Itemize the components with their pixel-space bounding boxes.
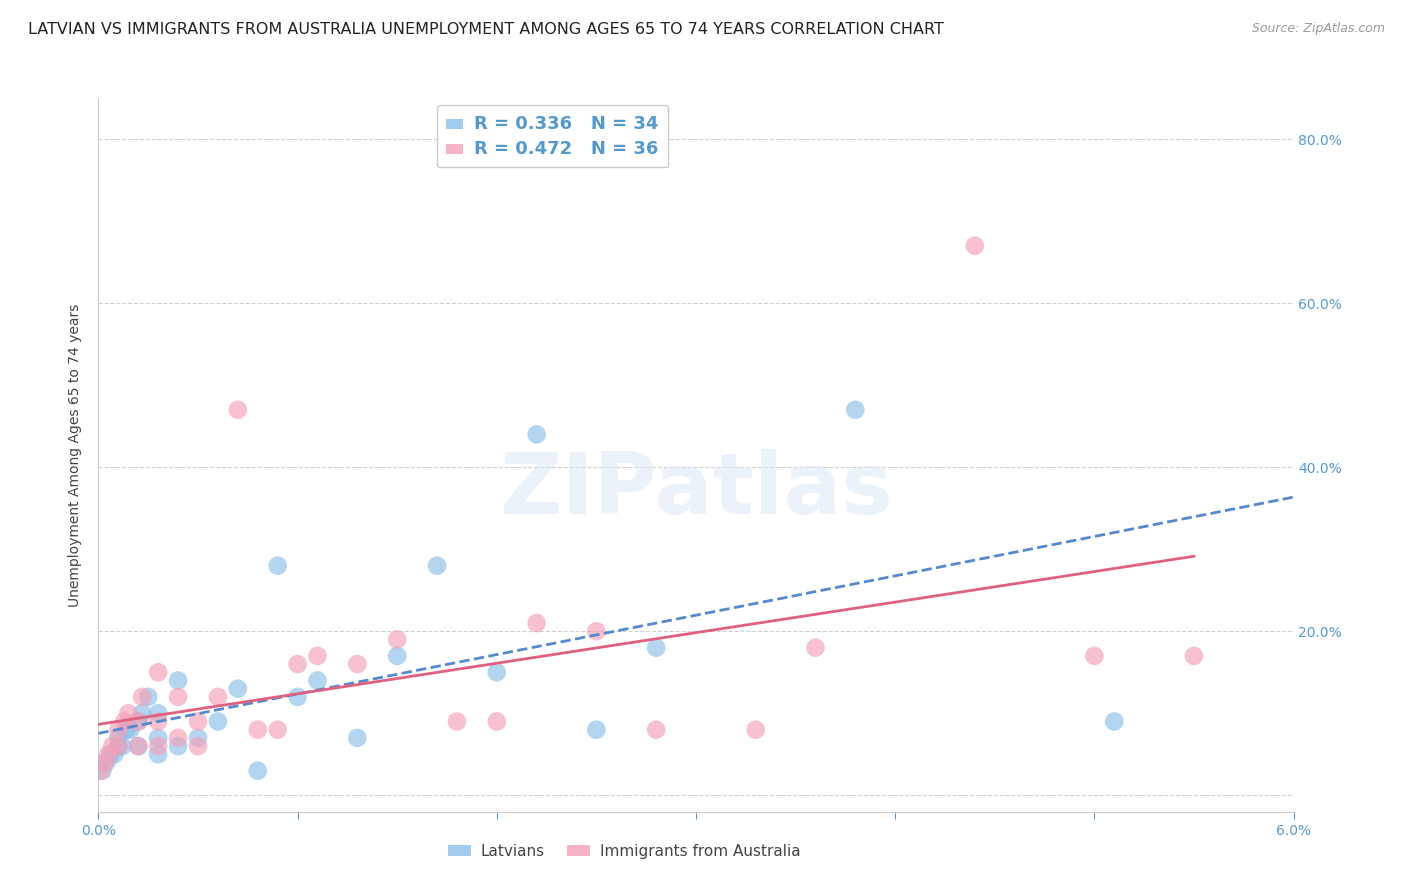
Point bbox=[346, 657, 368, 671]
Point bbox=[187, 739, 209, 753]
Point bbox=[526, 427, 548, 442]
Point bbox=[485, 665, 508, 680]
Point bbox=[385, 632, 409, 647]
Point bbox=[645, 640, 668, 655]
Point bbox=[307, 648, 329, 663]
Point bbox=[485, 714, 508, 729]
Point bbox=[167, 739, 190, 753]
Text: ZIPatlas: ZIPatlas bbox=[499, 449, 893, 533]
Point bbox=[111, 739, 134, 753]
Point bbox=[93, 756, 115, 770]
Point bbox=[207, 690, 229, 704]
Point bbox=[526, 616, 548, 631]
Point bbox=[101, 739, 124, 753]
Point bbox=[226, 402, 249, 417]
Point bbox=[148, 714, 170, 729]
Point bbox=[127, 714, 149, 729]
Point bbox=[148, 731, 170, 745]
Point bbox=[187, 731, 209, 745]
Text: LATVIAN VS IMMIGRANTS FROM AUSTRALIA UNEMPLOYMENT AMONG AGES 65 TO 74 YEARS CORR: LATVIAN VS IMMIGRANTS FROM AUSTRALIA UNE… bbox=[28, 22, 943, 37]
Point bbox=[97, 747, 120, 762]
Point bbox=[1182, 648, 1205, 663]
Point bbox=[645, 723, 668, 737]
Point bbox=[745, 723, 768, 737]
Point bbox=[107, 723, 129, 737]
Point bbox=[446, 714, 468, 729]
Point bbox=[1083, 648, 1105, 663]
Point bbox=[267, 723, 290, 737]
Point bbox=[103, 747, 125, 762]
Point bbox=[148, 665, 170, 680]
Text: Source: ZipAtlas.com: Source: ZipAtlas.com bbox=[1251, 22, 1385, 36]
Point bbox=[148, 739, 170, 753]
Point bbox=[307, 673, 329, 688]
Point bbox=[131, 706, 153, 721]
Point bbox=[267, 558, 290, 573]
Point bbox=[89, 764, 111, 778]
Point bbox=[346, 731, 368, 745]
Point bbox=[1102, 714, 1125, 729]
Point bbox=[585, 723, 607, 737]
Point bbox=[246, 723, 269, 737]
Point bbox=[167, 673, 190, 688]
Point bbox=[127, 714, 149, 729]
Point bbox=[112, 714, 135, 729]
Point bbox=[385, 648, 409, 663]
Point bbox=[91, 764, 114, 778]
Point bbox=[226, 681, 249, 696]
Point bbox=[127, 739, 149, 753]
Point bbox=[131, 690, 153, 704]
Point bbox=[115, 723, 138, 737]
Point bbox=[107, 739, 129, 753]
Point bbox=[117, 706, 139, 721]
Point bbox=[187, 714, 209, 729]
Point bbox=[127, 739, 149, 753]
Point bbox=[98, 747, 122, 762]
Point bbox=[585, 624, 607, 639]
Point bbox=[287, 657, 309, 671]
Point bbox=[96, 756, 118, 770]
Point bbox=[804, 640, 827, 655]
Point bbox=[107, 731, 129, 745]
Point bbox=[207, 714, 229, 729]
Point bbox=[167, 731, 190, 745]
Point bbox=[148, 706, 170, 721]
Point bbox=[844, 402, 866, 417]
Point bbox=[107, 739, 129, 753]
Point bbox=[287, 690, 309, 704]
Point bbox=[148, 747, 170, 762]
Point bbox=[963, 239, 986, 253]
Legend: Latvians, Immigrants from Australia: Latvians, Immigrants from Australia bbox=[443, 838, 806, 864]
Point bbox=[167, 690, 190, 704]
Point bbox=[136, 690, 159, 704]
Y-axis label: Unemployment Among Ages 65 to 74 years: Unemployment Among Ages 65 to 74 years bbox=[69, 303, 83, 607]
Point bbox=[120, 723, 142, 737]
Point bbox=[246, 764, 269, 778]
Point bbox=[426, 558, 449, 573]
